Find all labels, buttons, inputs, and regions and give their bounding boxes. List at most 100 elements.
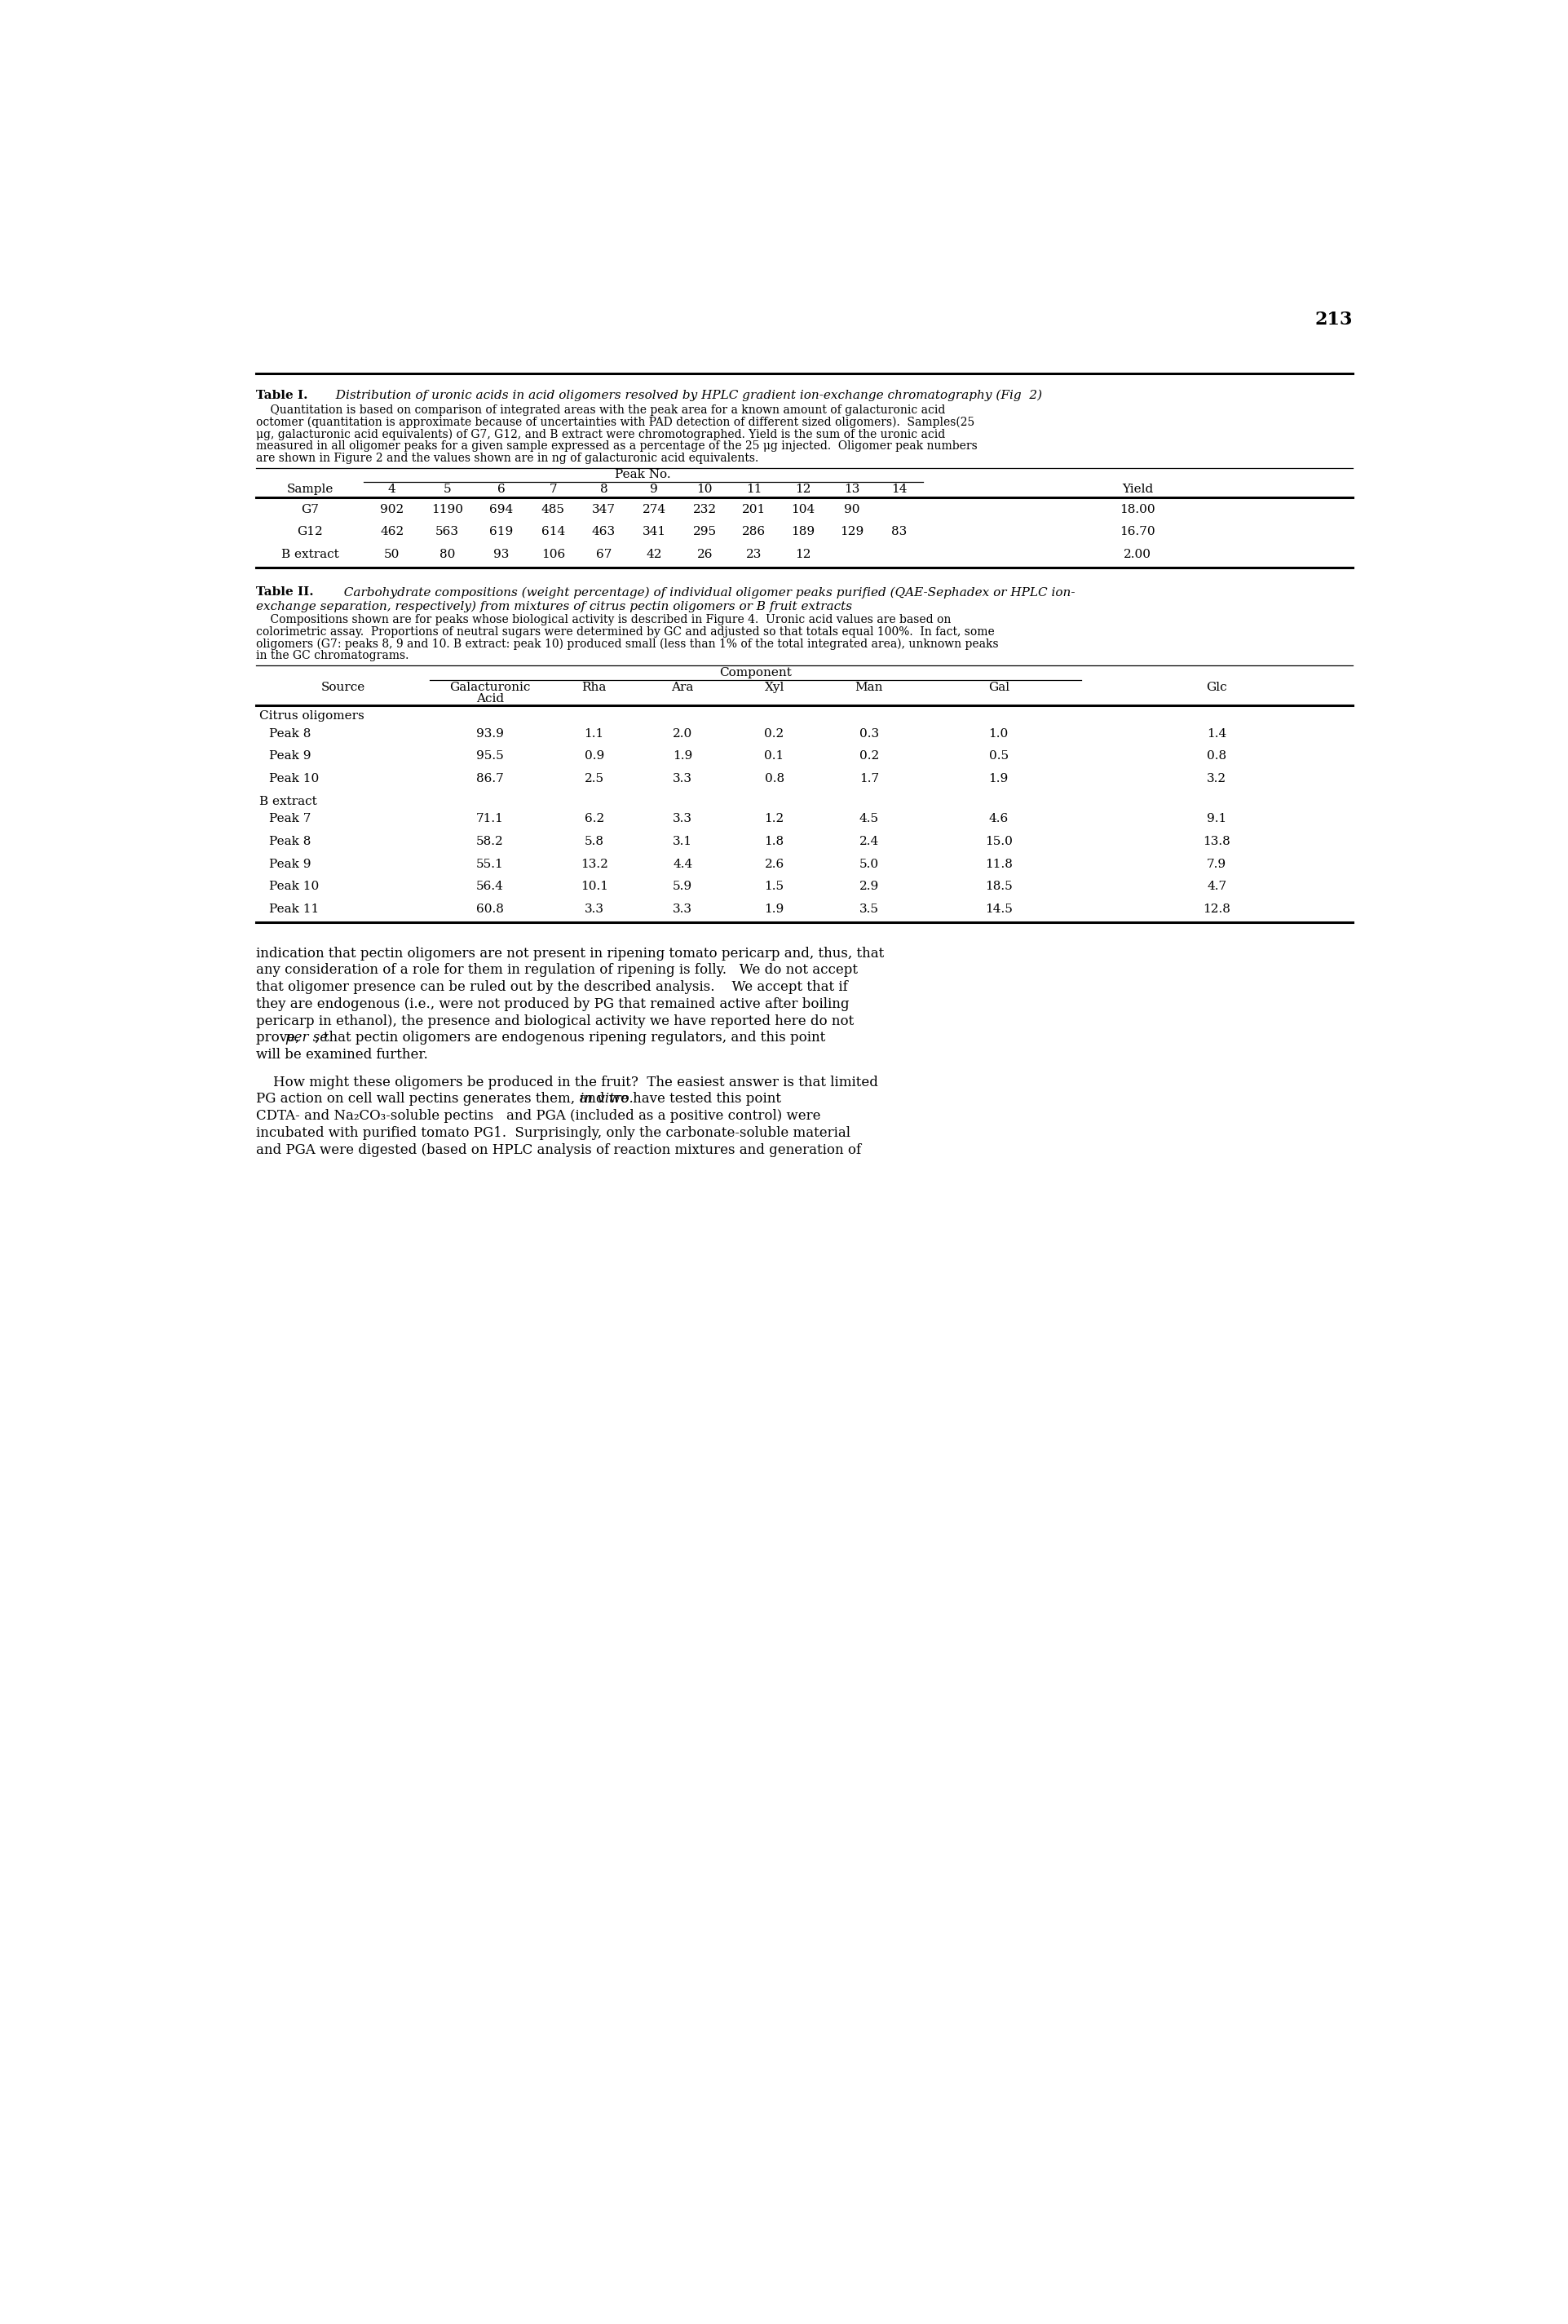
- Text: 201: 201: [742, 504, 765, 516]
- Text: 55.1: 55.1: [477, 858, 503, 869]
- Text: 1.9: 1.9: [764, 904, 784, 916]
- Text: 50: 50: [384, 548, 400, 560]
- Text: indication that pectin oligomers are not present in ripening tomato pericarp and: indication that pectin oligomers are not…: [256, 946, 884, 960]
- Text: 80: 80: [439, 548, 455, 560]
- Text: Acid: Acid: [475, 693, 503, 704]
- Text: 60.8: 60.8: [477, 904, 503, 916]
- Text: 614: 614: [541, 525, 564, 537]
- Text: 7.9: 7.9: [1206, 858, 1226, 869]
- Text: 14.5: 14.5: [985, 904, 1011, 916]
- Text: Quantitation is based on comparison of integrated areas with the peak area for a: Quantitation is based on comparison of i…: [256, 404, 946, 416]
- Text: G7: G7: [301, 504, 318, 516]
- Text: 2.6: 2.6: [764, 858, 784, 869]
- Text: 5: 5: [444, 483, 452, 495]
- Text: 3.3: 3.3: [585, 904, 604, 916]
- Text: 11.8: 11.8: [985, 858, 1011, 869]
- Text: per se: per se: [285, 1032, 328, 1046]
- Text: 104: 104: [790, 504, 814, 516]
- Text: 0.2: 0.2: [764, 727, 784, 739]
- Text: 4.5: 4.5: [859, 813, 878, 825]
- Text: in vitro.: in vitro.: [580, 1092, 633, 1106]
- Text: 0.1: 0.1: [764, 751, 784, 762]
- Text: 563: 563: [436, 525, 459, 537]
- Text: Table II.: Table II.: [256, 586, 314, 597]
- Text: 0.2: 0.2: [859, 751, 878, 762]
- Text: Ara: Ara: [671, 681, 693, 693]
- Text: 95.5: 95.5: [477, 751, 503, 762]
- Text: 12.8: 12.8: [1203, 904, 1229, 916]
- Text: colorimetric assay.  Proportions of neutral sugars were determined by GC and adj: colorimetric assay. Proportions of neutr…: [256, 625, 994, 637]
- Text: B extract: B extract: [281, 548, 339, 560]
- Text: Yield: Yield: [1121, 483, 1152, 495]
- Text: 3.3: 3.3: [673, 813, 691, 825]
- Text: 13: 13: [844, 483, 859, 495]
- Text: 1.7: 1.7: [859, 774, 878, 786]
- Text: Component: Component: [718, 667, 792, 679]
- Text: 619: 619: [489, 525, 513, 537]
- Text: any consideration of a role for them in regulation of ripening is folly.   We do: any consideration of a role for them in …: [256, 962, 858, 976]
- Text: 347: 347: [591, 504, 615, 516]
- Text: 4.7: 4.7: [1206, 881, 1226, 892]
- Text: 189: 189: [790, 525, 814, 537]
- Text: PG action on cell wall pectins generates them, and we have tested this point: PG action on cell wall pectins generates…: [256, 1092, 786, 1106]
- Text: 16.70: 16.70: [1120, 525, 1156, 537]
- Text: Citrus oligomers: Citrus oligomers: [259, 711, 364, 723]
- Text: 2.9: 2.9: [859, 881, 878, 892]
- Text: Gal: Gal: [988, 681, 1008, 693]
- Text: 13.8: 13.8: [1203, 837, 1229, 848]
- Text: 213: 213: [1314, 311, 1352, 328]
- Text: Sample: Sample: [287, 483, 332, 495]
- Text: Peak No.: Peak No.: [615, 469, 671, 481]
- Text: 1.2: 1.2: [764, 813, 784, 825]
- Text: 42: 42: [646, 548, 662, 560]
- Text: μg, galacturonic acid equivalents) of G7, G12, and B extract were chromotographe: μg, galacturonic acid equivalents) of G7…: [256, 428, 946, 439]
- Text: and PGA were digested (based on HPLC analysis of reaction mixtures and generatio: and PGA were digested (based on HPLC ana…: [256, 1143, 861, 1157]
- Text: are shown in Figure 2 and the values shown are in ng of galacturonic acid equiva: are shown in Figure 2 and the values sho…: [256, 453, 759, 462]
- Text: 58.2: 58.2: [477, 837, 503, 848]
- Text: 4.6: 4.6: [988, 813, 1008, 825]
- Text: exchange separation, respectively) from mixtures of citrus pectin oligomers or B: exchange separation, respectively) from …: [256, 600, 851, 611]
- Text: prove,: prove,: [256, 1032, 304, 1046]
- Text: 4: 4: [387, 483, 395, 495]
- Text: 3.3: 3.3: [673, 904, 691, 916]
- Text: Rha: Rha: [582, 681, 607, 693]
- Text: 0.8: 0.8: [764, 774, 784, 786]
- Text: Peak 9: Peak 9: [268, 751, 310, 762]
- Text: Peak 10: Peak 10: [268, 774, 318, 786]
- Text: 2.00: 2.00: [1123, 548, 1151, 560]
- Text: 14: 14: [891, 483, 906, 495]
- Text: 15.0: 15.0: [985, 837, 1011, 848]
- Text: incubated with purified tomato PG1.  Surprisingly, only the carbonate-soluble ma: incubated with purified tomato PG1. Surp…: [256, 1127, 850, 1139]
- Text: Compositions shown are for peaks whose biological activity is described in Figur: Compositions shown are for peaks whose b…: [256, 614, 950, 625]
- Text: 1.0: 1.0: [988, 727, 1008, 739]
- Text: 71.1: 71.1: [477, 813, 503, 825]
- Text: that oligomer presence can be ruled out by the described analysis.    We accept : that oligomer presence can be ruled out …: [256, 981, 847, 995]
- Text: they are endogenous (i.e., were not produced by PG that remained active after bo: they are endogenous (i.e., were not prod…: [256, 997, 848, 1011]
- Text: 90: 90: [844, 504, 859, 516]
- Text: 485: 485: [541, 504, 564, 516]
- Text: 1.9: 1.9: [988, 774, 1008, 786]
- Text: 274: 274: [641, 504, 666, 516]
- Text: 11: 11: [745, 483, 762, 495]
- Text: Distribution of uronic acids in acid oligomers resolved by HPLC gradient ion-exc: Distribution of uronic acids in acid oli…: [328, 390, 1043, 402]
- Text: 8: 8: [599, 483, 607, 495]
- Text: 23: 23: [745, 548, 762, 560]
- Text: , that pectin oligomers are endogenous ripening regulators, and this point: , that pectin oligomers are endogenous r…: [310, 1032, 825, 1046]
- Text: 13.2: 13.2: [580, 858, 608, 869]
- Text: 5.8: 5.8: [585, 837, 604, 848]
- Text: Galacturonic: Galacturonic: [448, 681, 530, 693]
- Text: measured in all oligomer peaks for a given sample expressed as a percentage of t: measured in all oligomer peaks for a giv…: [256, 439, 977, 451]
- Text: 1.8: 1.8: [764, 837, 784, 848]
- Text: Xyl: Xyl: [764, 681, 784, 693]
- Text: 341: 341: [641, 525, 666, 537]
- Text: 5.9: 5.9: [673, 881, 691, 892]
- Text: 1.4: 1.4: [1206, 727, 1226, 739]
- Text: 1190: 1190: [431, 504, 463, 516]
- Text: 2.4: 2.4: [859, 837, 878, 848]
- Text: 0.5: 0.5: [988, 751, 1008, 762]
- Text: 83: 83: [891, 525, 906, 537]
- Text: Source: Source: [321, 681, 365, 693]
- Text: 3.1: 3.1: [673, 837, 691, 848]
- Text: 93.9: 93.9: [477, 727, 503, 739]
- Text: Man: Man: [855, 681, 883, 693]
